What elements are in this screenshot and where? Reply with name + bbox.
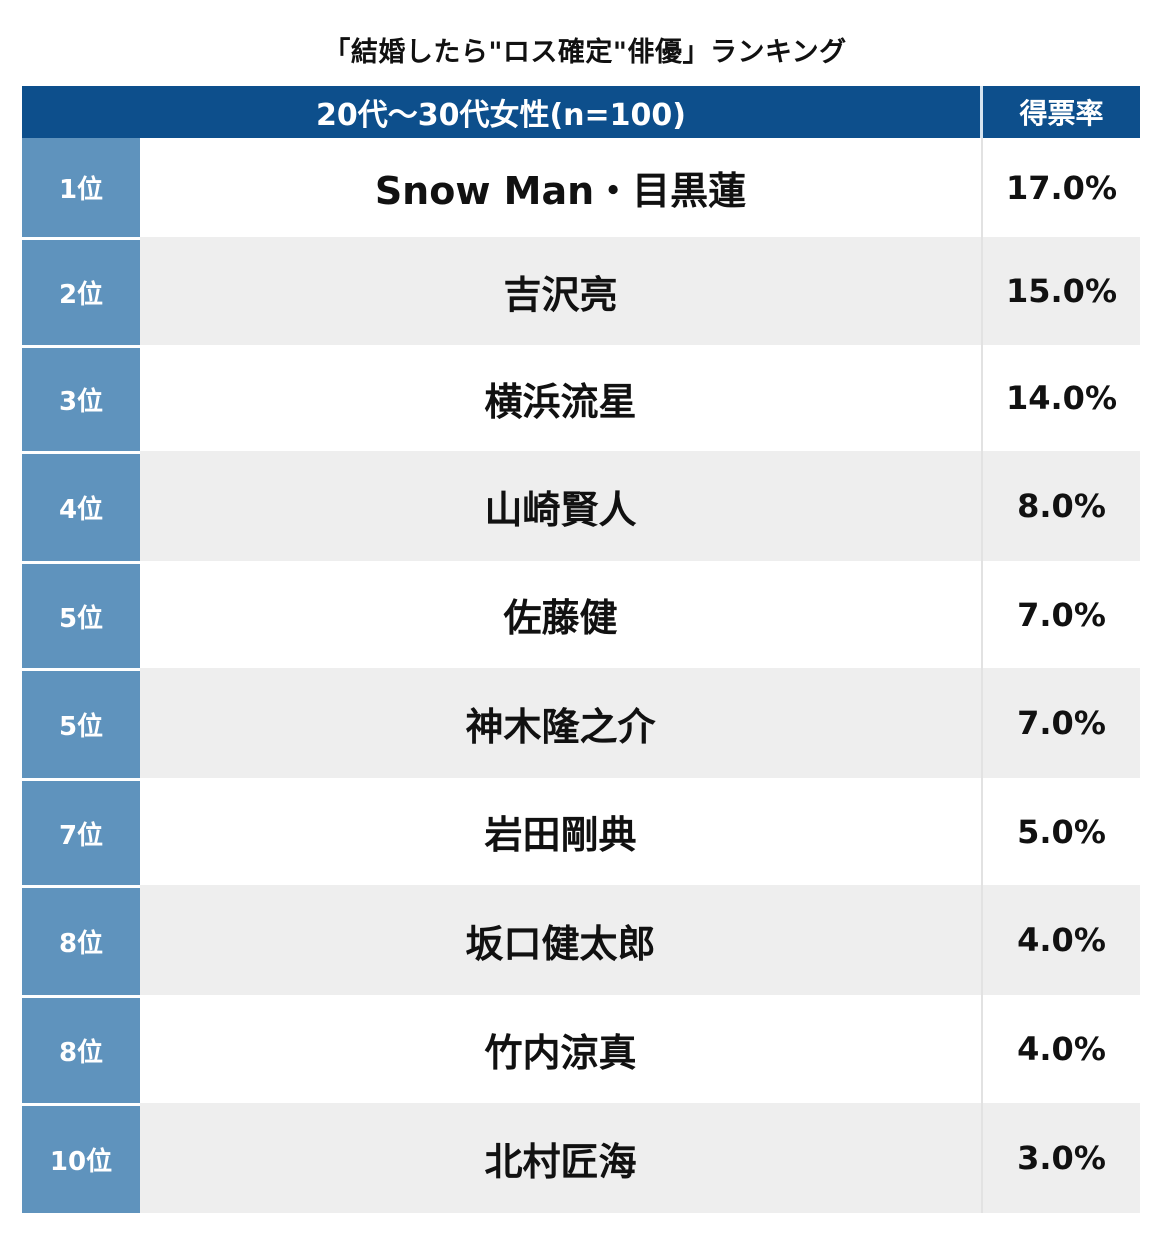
rank-cell: 8位 <box>22 885 140 995</box>
rank-cell: 1位 <box>22 138 140 237</box>
name-cell: 横浜流星 <box>140 345 983 451</box>
name-cell: 岩田剛典 <box>140 778 983 885</box>
rank-cell: 3位 <box>22 345 140 451</box>
rank-cell: 5位 <box>22 668 140 778</box>
rank-cell: 10位 <box>22 1103 140 1213</box>
table-row: 1位 Snow Man・目黒蓮 17.0% <box>22 138 1140 237</box>
header-group-label: 20代〜30代女性(n=100) <box>22 86 983 138</box>
table-header: 20代〜30代女性(n=100) 得票率 <box>22 86 1140 138</box>
pct-cell: 3.0% <box>983 1103 1140 1213</box>
pct-cell: 8.0% <box>983 451 1140 561</box>
table-row: 2位 吉沢亮 15.0% <box>22 237 1140 345</box>
rank-cell: 5位 <box>22 561 140 668</box>
name-cell: 神木隆之介 <box>140 668 983 778</box>
name-cell: 北村匠海 <box>140 1103 983 1213</box>
table-body: 1位 Snow Man・目黒蓮 17.0% 2位 吉沢亮 15.0% 3位 横浜… <box>22 138 1140 1213</box>
name-cell: 山崎賢人 <box>140 451 983 561</box>
name-cell: 竹内涼真 <box>140 995 983 1103</box>
name-cell: 佐藤健 <box>140 561 983 668</box>
table-row: 5位 神木隆之介 7.0% <box>22 668 1140 778</box>
pct-cell: 14.0% <box>983 345 1140 451</box>
table-row: 5位 佐藤健 7.0% <box>22 561 1140 668</box>
table-row: 8位 竹内涼真 4.0% <box>22 995 1140 1103</box>
table-row: 4位 山崎賢人 8.0% <box>22 451 1140 561</box>
table-row: 10位 北村匠海 3.0% <box>22 1103 1140 1213</box>
rank-cell: 2位 <box>22 237 140 345</box>
table-row: 7位 岩田剛典 5.0% <box>22 778 1140 885</box>
name-cell: 吉沢亮 <box>140 237 983 345</box>
name-cell: Snow Man・目黒蓮 <box>140 138 983 237</box>
rank-cell: 7位 <box>22 778 140 885</box>
pct-cell: 7.0% <box>983 561 1140 668</box>
rank-cell: 4位 <box>22 451 140 561</box>
pct-cell: 17.0% <box>983 138 1140 237</box>
pct-cell: 5.0% <box>983 778 1140 885</box>
pct-cell: 7.0% <box>983 668 1140 778</box>
header-pct-label: 得票率 <box>1019 97 1104 130</box>
name-cell: 坂口健太郎 <box>140 885 983 995</box>
pct-cell: 4.0% <box>983 995 1140 1103</box>
table-row: 8位 坂口健太郎 4.0% <box>22 885 1140 995</box>
pct-cell: 15.0% <box>983 237 1140 345</box>
ranking-table: 20代〜30代女性(n=100) 得票率 1位 Snow Man・目黒蓮 17.… <box>22 86 1140 1213</box>
table-row: 3位 横浜流星 14.0% <box>22 345 1140 451</box>
chart-title: 「結婚したら"ロス確定"俳優」ランキング <box>323 37 847 68</box>
pct-cell: 4.0% <box>983 885 1140 995</box>
rank-cell: 8位 <box>22 995 140 1103</box>
